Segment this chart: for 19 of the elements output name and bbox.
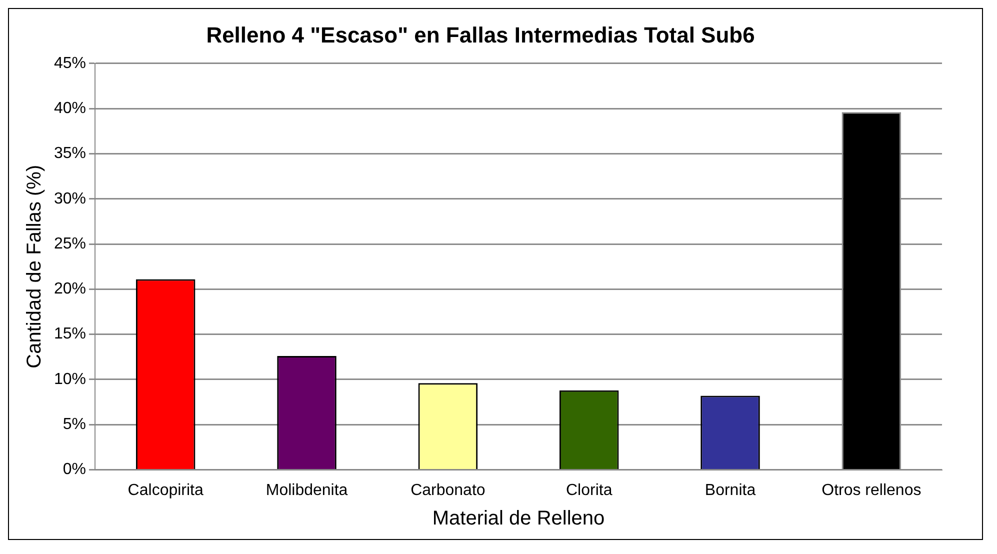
y-tick-label: 25% [54,235,86,252]
x-tick-label: Bornita [704,482,756,499]
y-tick-label: 35% [54,145,86,162]
x-tick-label: Molibdenita [266,482,348,499]
y-tick-label: 20% [54,280,86,298]
y-tick-label: 5% [62,416,86,434]
y-tick-label: 45% [54,54,86,72]
y-tick-label: 15% [54,326,86,343]
y-tick-label: 10% [54,370,86,388]
x-tick-label: Clorita [566,482,612,499]
y-tick-label: 0% [62,461,86,478]
y-axis-title: Cantidad de Fallas (%) [24,164,46,368]
x-tick-label: Calcopirita [128,482,204,499]
x-tick-label: Otros rellenos [822,482,922,499]
y-tick-label: 30% [54,190,86,208]
chart-title: Relleno 4 "Escaso" en Fallas Intermedias Total Sub6 [206,22,755,48]
x-axis-title: Material de Relleno [432,508,605,530]
x-tick-label: Carbonato [410,482,486,499]
y-tick-label: 40% [54,100,86,117]
